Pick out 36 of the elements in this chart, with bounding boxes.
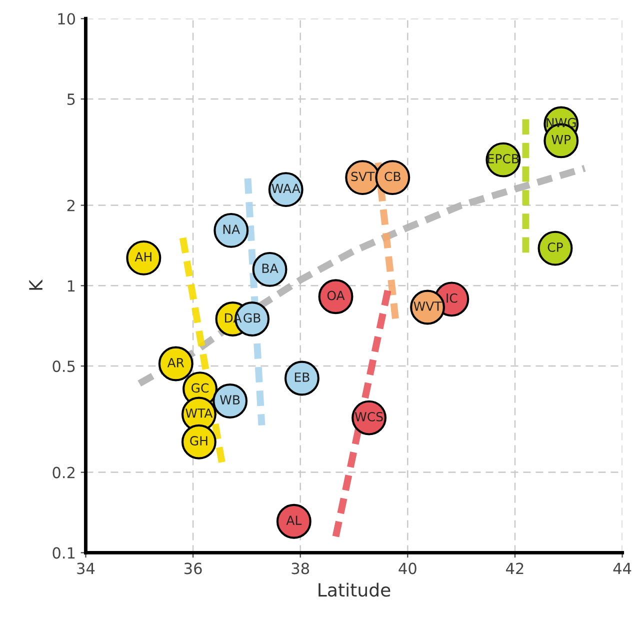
x-tick-label: 34	[77, 562, 95, 574]
y-tick-label: 0.2	[52, 466, 74, 478]
y-tick-label: 0.1	[52, 547, 75, 559]
annotation: WB	[220, 395, 240, 404]
annotation: GB	[244, 313, 260, 323]
y-tick-label: 0.5	[52, 360, 75, 372]
annotation: AL	[286, 516, 302, 525]
annotation: SVT	[351, 172, 375, 182]
annotation: GH	[190, 436, 208, 446]
annotation: WVT	[414, 302, 442, 311]
annotation: GC	[192, 383, 209, 393]
y-tick-label: 5	[67, 94, 75, 106]
annotation: AH	[134, 252, 152, 262]
x-axis-title: Latitude	[318, 582, 390, 597]
annotation: AR	[167, 358, 184, 368]
annotation: WP	[552, 135, 571, 144]
y-tick-label: 2	[67, 200, 74, 212]
annotation: NWG	[546, 118, 576, 128]
annotation: WTA	[186, 408, 213, 418]
x-tick-label: 44	[613, 562, 632, 574]
annotation: OA	[327, 290, 345, 300]
x-tick-label: 40	[398, 562, 416, 574]
annotation: BA	[262, 264, 278, 273]
annotation: WCS	[354, 412, 383, 422]
annotation: CB	[384, 172, 400, 182]
y-tick-label: 10	[58, 13, 75, 25]
x-tick-label: 42	[506, 562, 524, 574]
x-tick-label: 38	[292, 562, 310, 574]
y-tick-label: 1	[68, 280, 75, 292]
y-axis-title: K	[29, 279, 42, 290]
annotation: WAA	[272, 184, 300, 194]
annotation: CP	[548, 242, 563, 252]
annotation: NA	[223, 224, 240, 234]
x-tick-label: 36	[184, 562, 202, 574]
annotation: EB	[294, 372, 310, 382]
annotation: IC	[446, 293, 458, 303]
